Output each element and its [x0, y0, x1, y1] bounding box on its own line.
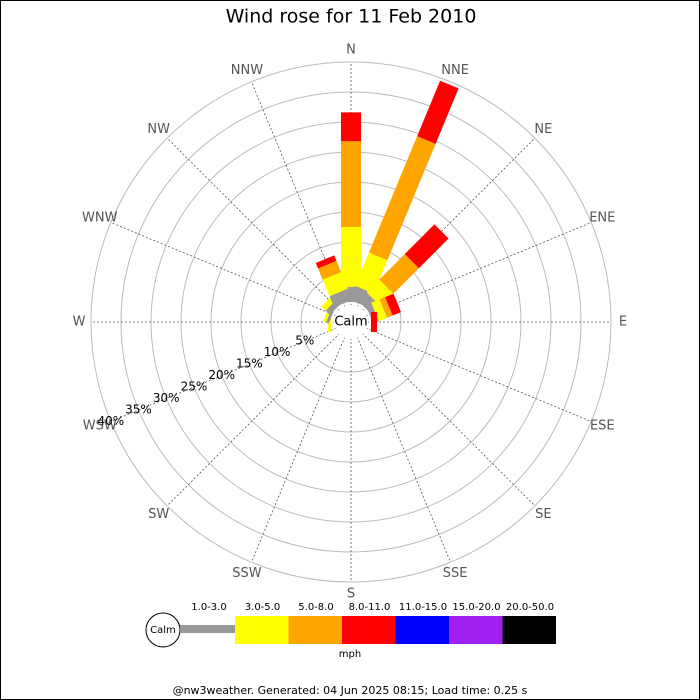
direction-label: NNW — [231, 63, 263, 78]
legend-swatch — [502, 616, 556, 644]
legend-swatch — [449, 616, 503, 644]
ring-label: 15% — [236, 357, 263, 371]
bar-segment — [322, 271, 348, 297]
spoke — [166, 333, 340, 507]
spoke — [362, 333, 536, 507]
direction-label: SSE — [443, 566, 468, 581]
bar-segment — [329, 288, 353, 308]
spoke — [251, 336, 346, 563]
spoke — [365, 327, 592, 422]
spoke — [356, 336, 451, 563]
bar-segment — [368, 136, 436, 261]
direction-label: ENE — [589, 210, 615, 225]
direction-label: ESE — [590, 419, 615, 434]
ring-label: 10% — [264, 345, 291, 359]
bar-segment — [341, 141, 361, 227]
bar-segment — [417, 80, 459, 144]
direction-label: NW — [147, 122, 170, 137]
bar-segment — [385, 293, 402, 316]
legend-label: 20.0-50.0 — [506, 602, 554, 613]
legend-calm-label: Calm — [150, 625, 176, 636]
legend-label: 11.0-15.0 — [399, 602, 447, 613]
calm-circle — [334, 305, 368, 339]
legend-swatch — [180, 625, 235, 633]
legend-swatch — [342, 616, 396, 644]
calm-label: Calm — [334, 315, 367, 330]
bar-segment — [379, 297, 393, 318]
spoke — [110, 327, 337, 422]
spoke — [110, 222, 337, 317]
bar-segment — [341, 112, 361, 142]
direction-label: SE — [535, 507, 551, 522]
grid-ring — [90, 61, 612, 583]
bar-segment — [341, 227, 361, 287]
spoke — [166, 137, 340, 311]
legend-label: 1.0-3.0 — [191, 602, 226, 613]
footer: @nw3weather. Generated: 04 Jun 2025 08:1… — [173, 684, 528, 697]
legend-swatch — [395, 616, 449, 644]
legend-label: 15.0-20.0 — [452, 602, 500, 613]
legend-swatch — [235, 616, 289, 644]
legend-label: 3.0-5.0 — [245, 602, 280, 613]
legend-label: 5.0-8.0 — [298, 602, 333, 613]
ring-label: 25% — [181, 380, 208, 394]
ring-label: 35% — [125, 403, 152, 417]
unit-label: mph — [339, 649, 361, 660]
bar-segment — [379, 254, 419, 294]
bar-segment — [318, 260, 342, 280]
ring-label: 30% — [153, 391, 180, 405]
bar-segment — [315, 255, 337, 269]
direction-label: E — [619, 315, 627, 330]
ring-label: 40% — [97, 414, 124, 428]
chart-title: Wind rose for 11 Feb 2010 — [226, 6, 477, 28]
bar-segment — [371, 299, 388, 322]
direction-label: NE — [534, 122, 552, 137]
direction-label: WNW — [82, 210, 118, 225]
ring-label: 5% — [295, 334, 314, 348]
ring-label: 20% — [208, 368, 235, 382]
direction-label: SSW — [232, 566, 262, 581]
direction-label: W — [73, 315, 86, 330]
bar-segment — [404, 224, 449, 269]
direction-label: NNE — [441, 63, 469, 78]
legend-label: 8.0-11.0 — [349, 602, 391, 613]
bar-segment — [371, 312, 377, 332]
direction-label: S — [347, 587, 355, 602]
legend-swatch — [288, 616, 342, 644]
direction-label: N — [346, 43, 356, 58]
direction-label: SW — [148, 507, 169, 522]
bar-segment — [355, 252, 388, 294]
direction-label: WSW — [83, 419, 117, 434]
spoke — [365, 222, 592, 317]
